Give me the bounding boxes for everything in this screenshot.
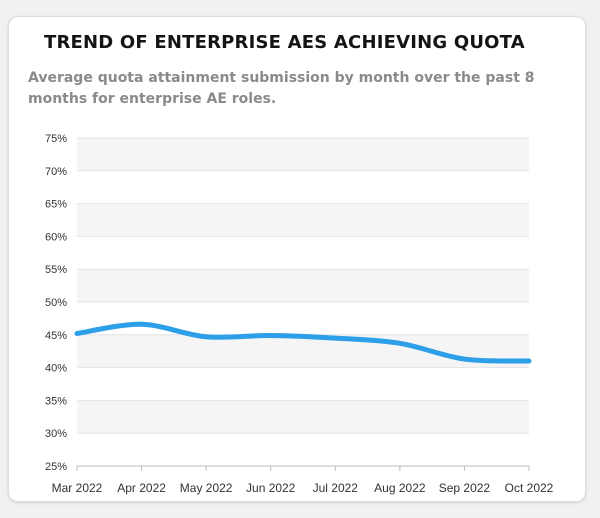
grid-band	[77, 138, 529, 171]
x-tick-label: Apr 2022	[117, 481, 166, 495]
x-tick-label: Oct 2022	[505, 481, 554, 495]
y-tick-label: 50%	[45, 297, 67, 309]
y-tick-label: 30%	[45, 428, 67, 440]
grid-band	[77, 203, 529, 237]
x-tick-label: Aug 2022	[374, 481, 426, 495]
y-tick-label: 35%	[45, 395, 67, 407]
y-tick-label: 55%	[45, 264, 67, 276]
x-tick-label: Jul 2022	[313, 481, 359, 495]
chart-subtitle: Average quota attainment submission by m…	[28, 70, 535, 107]
grid-band	[77, 334, 529, 368]
y-tick-label: 25%	[45, 461, 67, 473]
grid-band	[77, 400, 529, 434]
x-tick-label: Jun 2022	[246, 481, 296, 495]
grid-band	[77, 269, 529, 302]
series-line	[74, 321, 532, 364]
x-tick-label: Sep 2022	[439, 481, 491, 495]
x-tick-label: Mar 2022	[52, 481, 103, 495]
y-tick-label: 70%	[45, 166, 67, 178]
x-tick-label: May 2022	[180, 481, 233, 495]
y-tick-label: 40%	[45, 363, 67, 375]
y-tick-label: 60%	[45, 231, 67, 243]
y-tick-label: 75%	[45, 133, 67, 145]
y-tick-label: 65%	[45, 199, 67, 211]
chart-title: TREND OF ENTERPRISE AES ACHIEVING QUOTA	[44, 32, 525, 53]
y-tick-label: 45%	[45, 330, 67, 342]
